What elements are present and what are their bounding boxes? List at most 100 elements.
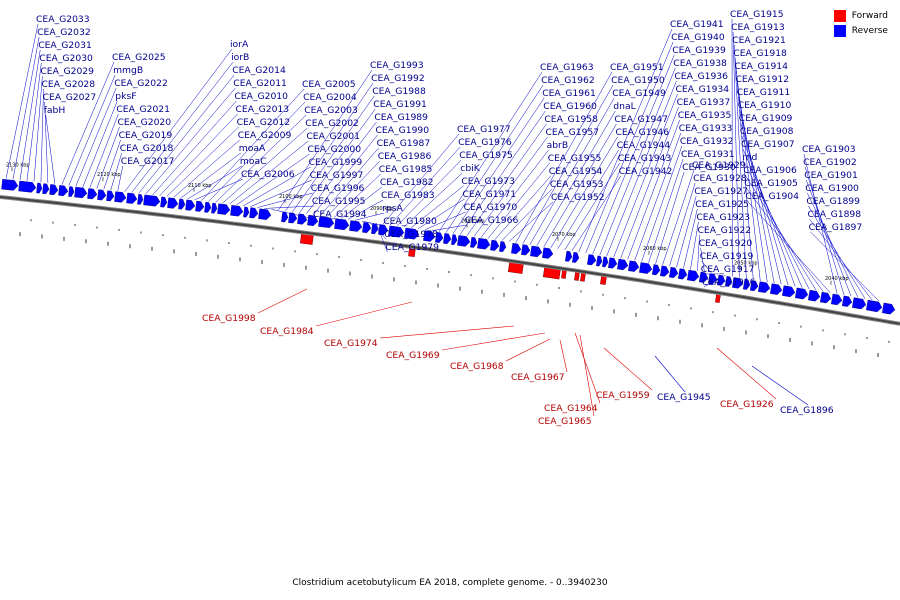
reverse-gene-label: CEA_G1955 [548, 153, 602, 164]
label-connector [742, 148, 803, 288]
backbone-line [0, 196, 900, 325]
gene-track [1, 178, 896, 315]
reverse-gene-arrow [830, 293, 843, 306]
label-connector [138, 74, 235, 194]
reverse-gene-label: iorB [231, 52, 249, 63]
label-connector [424, 211, 466, 230]
reverse-gene-label: CEA_G2025 [112, 52, 166, 63]
reverse-gene-label: CEA_G1911 [737, 87, 791, 98]
label-connector [744, 174, 817, 291]
reverse-gene-arrow [334, 218, 350, 231]
reverse-gene-label: CEA_G1947 [614, 114, 668, 125]
reverse-gene-arrow [362, 222, 372, 234]
label-connector [278, 69, 373, 211]
reverse-gene-label: CEA_G1898 [808, 209, 862, 220]
reverse-gene-label: fabH [44, 105, 66, 116]
reverse-gene-label: CEA_G1897 [809, 222, 863, 233]
reverse-gene-label: CEA_G1920 [699, 238, 753, 249]
label-connector [585, 41, 674, 254]
label-connector [648, 158, 684, 263]
label-connector [327, 160, 380, 217]
label-connector [187, 165, 243, 200]
reverse-gene-label: CEA_G1989 [374, 112, 428, 123]
label-connector [271, 209, 316, 220]
reverse-gene-arrow [699, 271, 709, 283]
reverse-gene-arrow [521, 244, 531, 256]
reverse-gene-arrow [470, 236, 478, 248]
label-connector [620, 106, 679, 259]
label-connector [701, 260, 712, 273]
reverse-gene-label: CEA_G1910 [738, 100, 792, 111]
reverse-gene-arrow [732, 277, 744, 289]
label-connector [564, 162, 620, 251]
label-connector [641, 145, 683, 262]
scale-tick-label: 2070 kbp [552, 232, 576, 238]
reverse-gene-arrow [819, 291, 832, 304]
label-connector [683, 208, 698, 269]
reverse-gene-arrow [195, 200, 205, 212]
reverse-gene-label: CEA_G1938 [673, 58, 727, 69]
label-connector [33, 75, 43, 182]
reverse-gene-arrow [596, 255, 603, 267]
reverse-gene-arrow [639, 262, 653, 274]
label-connector [208, 101, 306, 202]
label-connector [697, 234, 700, 271]
reverse-gene-arrow [230, 205, 244, 217]
label-connector [732, 31, 740, 278]
reverse-gene-label: CEA_G1966 [465, 215, 519, 226]
reverse-gene-label: CEA_G1977 [457, 124, 511, 135]
reverse-gene-arrow [866, 299, 883, 313]
reverse-gene-label: CEA_G2002 [305, 118, 359, 129]
reverse-gene-label: CEA_G1903 [802, 144, 856, 155]
reverse-gene-label: dnaL [613, 101, 636, 112]
reverse-gene-arrow [288, 212, 298, 224]
reverse-gene-arrow [281, 211, 289, 223]
reverse-gene-arrow [297, 213, 308, 225]
reverse-gene-label: CEA_G1951 [610, 62, 664, 73]
reverse-gene-label: CEA_G1922 [698, 225, 752, 236]
reverse-gene-label: CEA_G1928 [693, 173, 747, 184]
reverse-gene-label: CEA_G1957 [546, 127, 600, 138]
reverse-gene-arrow [841, 295, 853, 307]
label-connector [19, 49, 41, 181]
reverse-gene-arrow [49, 184, 59, 196]
reverse-gene-label: CEA_G1905 [744, 178, 798, 189]
label-connector [410, 185, 464, 228]
label-connector [306, 121, 377, 214]
reverse-gene-arrow [167, 197, 179, 209]
forward-gene-label: CEA_G1964 [544, 403, 598, 414]
reverse-gene-label: CEA_G2006 [241, 169, 295, 180]
reverse-gene-label: CEA_G2011 [233, 78, 287, 89]
label-connector [313, 134, 378, 215]
label-connector [12, 36, 40, 180]
label-connector [550, 136, 618, 248]
legend-item-forward: Forward [833, 8, 888, 23]
label-connector [810, 231, 880, 302]
reverse-gene-label: CEA_G2017 [121, 156, 175, 167]
label-connector [264, 205, 314, 209]
reverse-gene-label: CEA_G1986 [378, 151, 432, 162]
reverse-gene-label: CEA_G1942 [619, 166, 673, 177]
reverse-gene-arrow [349, 220, 363, 232]
label-connector [375, 222, 388, 253]
reverse-gene-label: CEA_G2032 [37, 27, 91, 38]
label-connector [735, 57, 754, 280]
reverse-gene-label: CEA_G2030 [39, 53, 93, 64]
forward-gene-label: CEA_G1998 [202, 313, 256, 324]
label-connector [403, 172, 463, 228]
reverse-gene-label: CEA_G1990 [376, 125, 430, 136]
reverse-gene-label: CEA_G1936 [674, 71, 728, 82]
label-connector [61, 61, 115, 185]
forward-gene-label: CEA_G1984 [260, 326, 314, 337]
label-connector [627, 119, 680, 260]
label-connector [603, 347, 653, 391]
scale-tick-label: 2100 kbp [279, 194, 303, 200]
label-connector [379, 325, 515, 339]
reverse-gene-label: CEA_G2021 [116, 104, 170, 115]
reverse-gene-label: CEA_G1939 [672, 45, 726, 56]
reverse-gene-label: CEA_G1919 [700, 251, 754, 262]
reverse-gene-label: CEA_G1899 [806, 196, 860, 207]
reverse-gene-label: CEA_G1929 [692, 160, 746, 171]
scale-tick-label: 2110 kbp [188, 183, 212, 189]
label-connector [738, 96, 775, 284]
